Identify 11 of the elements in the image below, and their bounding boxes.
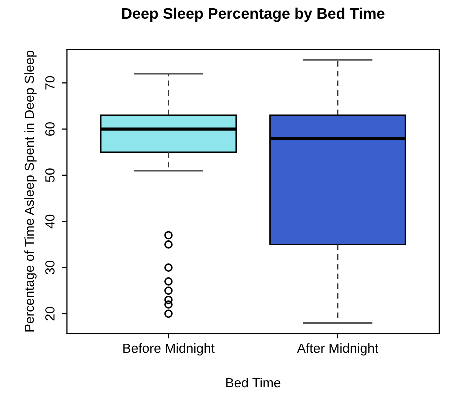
- y-tick-label: 40: [46, 214, 55, 229]
- y-tick-label: 70: [46, 76, 55, 90]
- y-tick-label: 30: [46, 260, 55, 275]
- chart-title: Deep Sleep Percentage by Bed Time: [122, 8, 385, 22]
- y-tick-label: 60: [46, 122, 55, 136]
- y-tick-label: 50: [46, 168, 55, 182]
- x-tick-label: After Midnight: [297, 343, 379, 356]
- x-tick-label: Before Midnight: [124, 343, 215, 356]
- y-axis-title: Percentage of Time Asleep Spent in Deep Sleep: [24, 50, 37, 332]
- x-axis-title: Bed Time: [226, 378, 281, 388]
- y-tick-label: 20: [46, 307, 55, 321]
